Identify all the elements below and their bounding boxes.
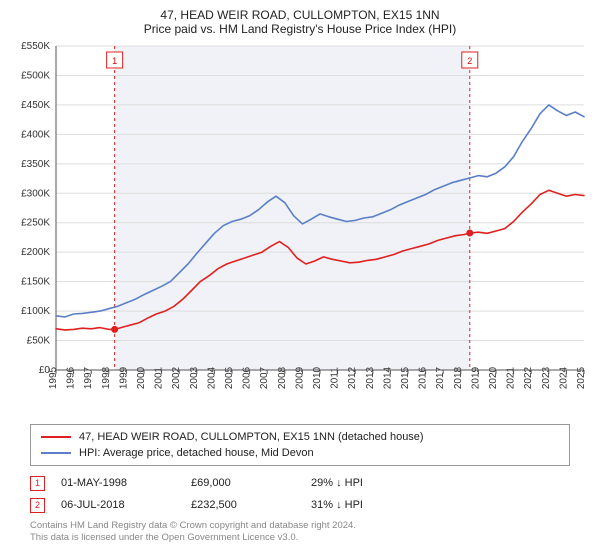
svg-text:£200K: £200K bbox=[21, 247, 50, 258]
chart-svg: £0£50K£100K£150K£200K£250K£300K£350K£400… bbox=[10, 40, 590, 420]
sale-delta-2: 31% ↓ HPI bbox=[311, 499, 431, 511]
sale-delta-1: 29% ↓ HPI bbox=[311, 477, 431, 489]
sale-date-1: 01-MAY-1998 bbox=[61, 477, 191, 489]
legend: 47, HEAD WEIR ROAD, CULLOMPTON, EX15 1NN… bbox=[30, 424, 570, 466]
svg-text:£250K: £250K bbox=[21, 218, 50, 229]
svg-text:1: 1 bbox=[112, 56, 117, 66]
svg-text:£350K: £350K bbox=[21, 159, 50, 170]
sales-table: 1 01-MAY-1998 £69,000 29% ↓ HPI 2 06-JUL… bbox=[30, 472, 570, 516]
sale-price-2: £232,500 bbox=[191, 499, 311, 511]
sale-row-1: 1 01-MAY-1998 £69,000 29% ↓ HPI bbox=[30, 472, 570, 494]
legend-label-hpi: HPI: Average price, detached house, Mid … bbox=[79, 447, 314, 459]
sale-row-2: 2 06-JUL-2018 £232,500 31% ↓ HPI bbox=[30, 494, 570, 516]
legend-label-price-paid: 47, HEAD WEIR ROAD, CULLOMPTON, EX15 1NN… bbox=[79, 431, 424, 443]
chart-title-line2: Price paid vs. HM Land Registry's House … bbox=[10, 22, 590, 36]
legend-swatch-hpi bbox=[41, 452, 71, 454]
svg-text:£400K: £400K bbox=[21, 129, 50, 140]
sale-marker-box-1: 1 bbox=[30, 476, 45, 491]
svg-text:2: 2 bbox=[467, 56, 472, 66]
footer: Contains HM Land Registry data © Crown c… bbox=[30, 520, 570, 545]
footer-line-2: This data is licensed under the Open Gov… bbox=[30, 532, 570, 544]
svg-text:£550K: £550K bbox=[21, 41, 50, 52]
legend-item-price-paid: 47, HEAD WEIR ROAD, CULLOMPTON, EX15 1NN… bbox=[41, 429, 559, 445]
svg-text:£100K: £100K bbox=[21, 306, 50, 317]
sale-price-1: £69,000 bbox=[191, 477, 311, 489]
legend-item-hpi: HPI: Average price, detached house, Mid … bbox=[41, 445, 559, 461]
svg-text:£450K: £450K bbox=[21, 100, 50, 111]
svg-text:£50K: £50K bbox=[27, 336, 51, 347]
sale-marker-box-2: 2 bbox=[30, 498, 45, 513]
svg-text:£300K: £300K bbox=[21, 188, 50, 199]
svg-text:£500K: £500K bbox=[21, 70, 50, 81]
chart-container: 47, HEAD WEIR ROAD, CULLOMPTON, EX15 1NN… bbox=[0, 0, 600, 560]
footer-line-1: Contains HM Land Registry data © Crown c… bbox=[30, 520, 570, 532]
sale-date-2: 06-JUL-2018 bbox=[61, 499, 191, 511]
legend-swatch-price-paid bbox=[41, 436, 71, 438]
chart-title-line1: 47, HEAD WEIR ROAD, CULLOMPTON, EX15 1NN bbox=[10, 8, 590, 22]
chart-area: £0£50K£100K£150K£200K£250K£300K£350K£400… bbox=[10, 40, 590, 420]
svg-text:£150K: £150K bbox=[21, 277, 50, 288]
